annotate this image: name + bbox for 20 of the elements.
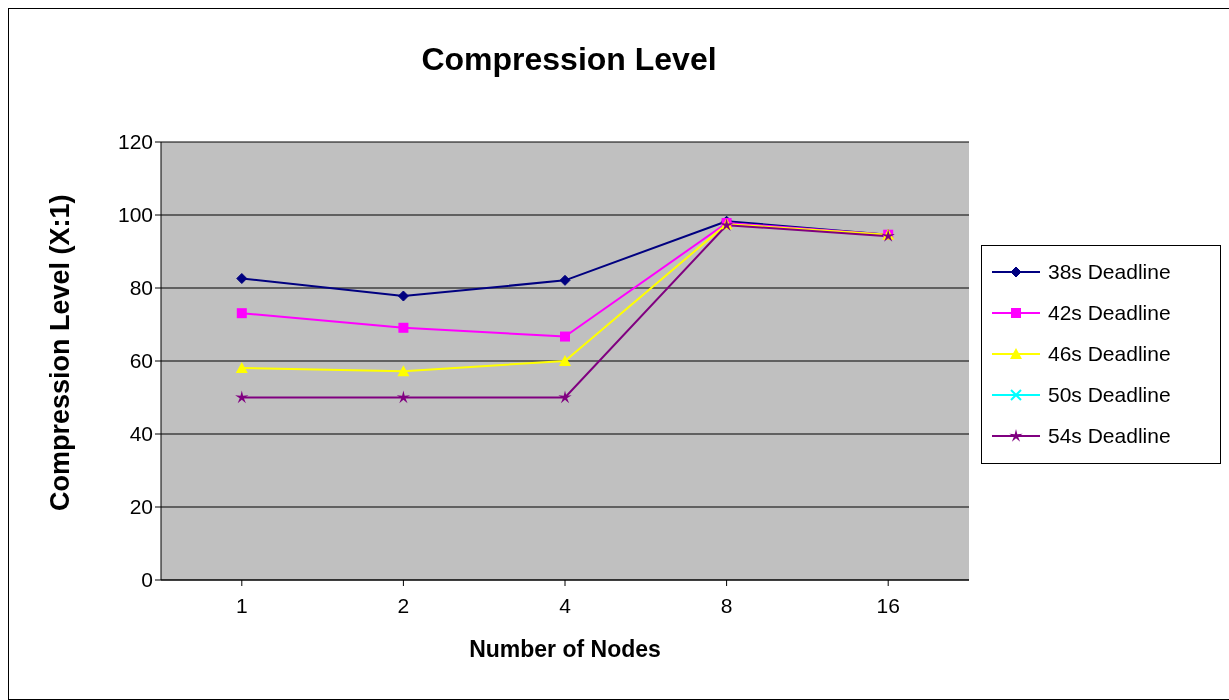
chart-title: Compression Level bbox=[420, 41, 718, 78]
y-tick-label: 120 bbox=[117, 130, 153, 154]
x-tick-label: 2 bbox=[397, 593, 410, 617]
legend-label: 50s Deadline bbox=[1048, 383, 1171, 407]
legend-label: 46s Deadline bbox=[1048, 342, 1171, 366]
legend-label: 54s Deadline bbox=[1048, 424, 1171, 448]
y-tick-label: 80 bbox=[129, 276, 153, 300]
x-tick-label: 1 bbox=[235, 593, 248, 617]
y-tick-label: 100 bbox=[117, 203, 153, 227]
y-axis-title: Compression Level (X:1) bbox=[44, 194, 75, 511]
y-tick-label: 60 bbox=[129, 349, 153, 373]
legend-label: 38s Deadline bbox=[1048, 260, 1171, 284]
x-tick-label: 16 bbox=[876, 593, 900, 617]
x-tick-label: 8 bbox=[720, 593, 733, 617]
y-tick-label: 0 bbox=[141, 568, 153, 592]
y-tick-label: 40 bbox=[129, 422, 153, 446]
x-tick-label: 4 bbox=[559, 593, 572, 617]
x-axis-title: Number of Nodes bbox=[469, 636, 661, 662]
y-tick-label: 20 bbox=[129, 495, 153, 519]
legend-label: 42s Deadline bbox=[1048, 301, 1171, 325]
